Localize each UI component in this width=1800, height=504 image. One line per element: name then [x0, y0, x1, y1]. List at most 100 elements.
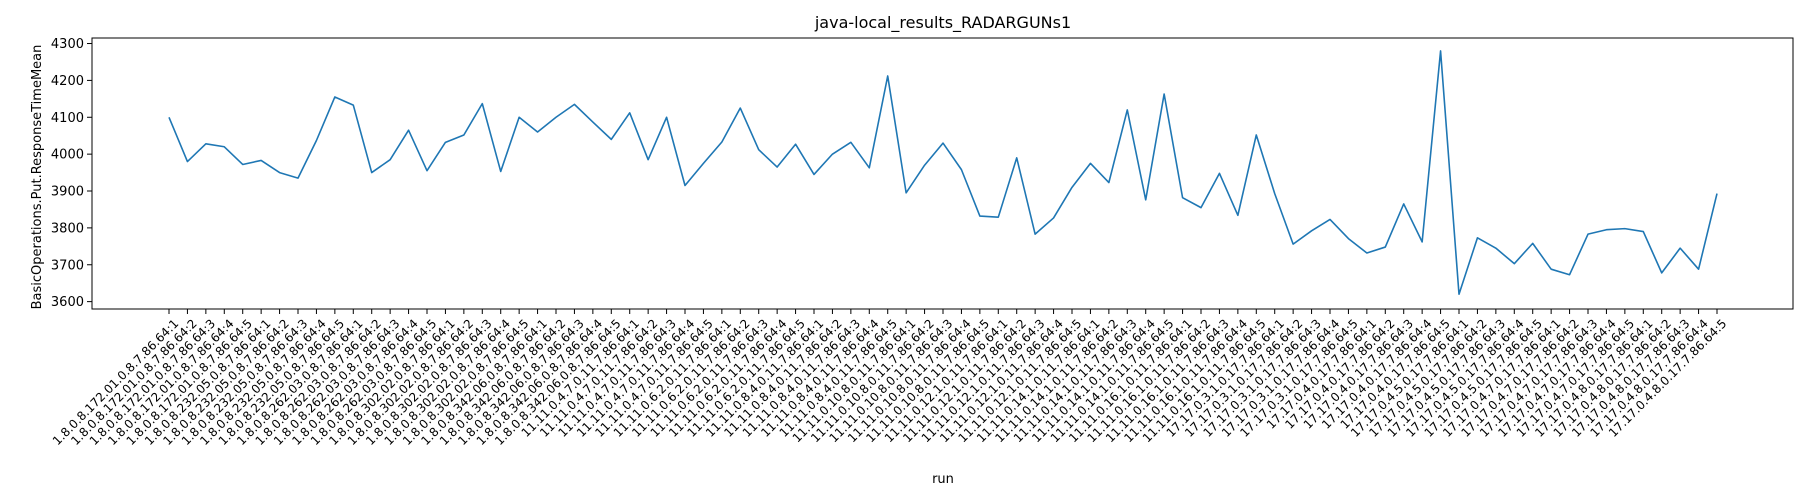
data-point [1145, 199, 1147, 201]
data-point [1440, 50, 1442, 52]
y-axis: 3600 3700 3800 3900 4000 4100 4200 4300 [51, 37, 92, 310]
data-point [1274, 193, 1276, 195]
data-point [1071, 186, 1073, 188]
data-point [537, 131, 539, 133]
data-point [831, 153, 833, 155]
data-point [500, 170, 502, 172]
chart-title: java-local_results_RADARGUNs1 [814, 13, 1071, 33]
data-point [666, 116, 668, 118]
data-point [905, 192, 907, 194]
data-point [260, 159, 262, 161]
data-point [647, 159, 649, 161]
data-point [1532, 242, 1534, 244]
data-point [315, 140, 317, 142]
y-tick-label: 3900 [51, 185, 84, 200]
data-point [1034, 233, 1036, 235]
data-point [463, 134, 465, 136]
data-point [924, 164, 926, 166]
data-point [223, 146, 225, 148]
data-point [629, 112, 631, 114]
data-point [758, 149, 760, 151]
data-point [997, 216, 999, 218]
data-point [1182, 197, 1184, 199]
data-point [702, 162, 704, 164]
data-point [1587, 233, 1589, 235]
y-tick-label: 3800 [51, 221, 84, 236]
data-point [1458, 293, 1460, 295]
data-point [960, 169, 962, 171]
data-point [1550, 268, 1552, 270]
data-point [1016, 157, 1018, 159]
data-point [592, 121, 594, 123]
data-point [887, 75, 889, 77]
data-point [279, 172, 281, 174]
series-line [168, 50, 1718, 296]
data-point [868, 167, 870, 169]
data-point [739, 107, 741, 109]
y-tick-label: 4000 [51, 148, 84, 163]
data-point [721, 141, 723, 143]
x-axis-label: run [932, 472, 954, 487]
data-point [1237, 214, 1239, 216]
data-point [573, 103, 575, 105]
data-point [1642, 231, 1644, 233]
data-point [334, 96, 336, 98]
data-point [1716, 193, 1718, 195]
data-point [610, 138, 612, 140]
data-point [389, 159, 391, 161]
data-point [426, 170, 428, 172]
data-point [1053, 217, 1055, 219]
plot-frame [91, 37, 1794, 310]
data-point [242, 163, 244, 165]
data-point [942, 142, 944, 144]
data-point [408, 129, 410, 131]
y-axis-label: BasicOperations.Put.ResponseTimeMean [30, 45, 45, 310]
data-point [1366, 252, 1368, 254]
data-point [371, 172, 373, 174]
data-point [1421, 241, 1423, 243]
data-point [1089, 162, 1091, 164]
y-tick-label: 4300 [51, 37, 84, 52]
data-point [1292, 243, 1294, 245]
data-point [1605, 229, 1607, 231]
data-point [1698, 268, 1700, 270]
y-tick-label: 3600 [51, 295, 84, 310]
data-point [518, 116, 520, 118]
data-point [352, 104, 354, 106]
data-point [684, 184, 686, 186]
data-point [1311, 230, 1313, 232]
data-point [776, 166, 778, 168]
data-point [297, 177, 299, 179]
data-point [444, 141, 446, 143]
data-point [795, 143, 797, 145]
data-point [1476, 237, 1478, 239]
data-point [1569, 274, 1571, 276]
y-tick-label: 3700 [51, 258, 84, 273]
data-point [1403, 203, 1405, 205]
data-point [1163, 93, 1165, 95]
data-point [186, 161, 188, 163]
data-point [979, 215, 981, 217]
data-point [1624, 228, 1626, 230]
data-point [205, 143, 207, 145]
data-point [1495, 247, 1497, 249]
data-point [481, 103, 483, 105]
data-point [1108, 182, 1110, 184]
data-point [1513, 263, 1515, 265]
data-point [555, 116, 557, 118]
data-point [1218, 172, 1220, 174]
data-point [168, 116, 170, 118]
y-tick-label: 4100 [51, 111, 84, 126]
data-point [1661, 272, 1663, 274]
data-point [850, 141, 852, 143]
data-point [1679, 247, 1681, 249]
data-point [1329, 218, 1331, 220]
y-tick-label: 4200 [51, 74, 84, 89]
data-point [1347, 238, 1349, 240]
series-group [168, 50, 1718, 296]
data-point [1384, 246, 1386, 248]
x-axis: 1.8.0.8.172.01.0.8.7.86.64:11.8.0.8.172.… [50, 309, 1729, 448]
data-point [1255, 134, 1257, 136]
